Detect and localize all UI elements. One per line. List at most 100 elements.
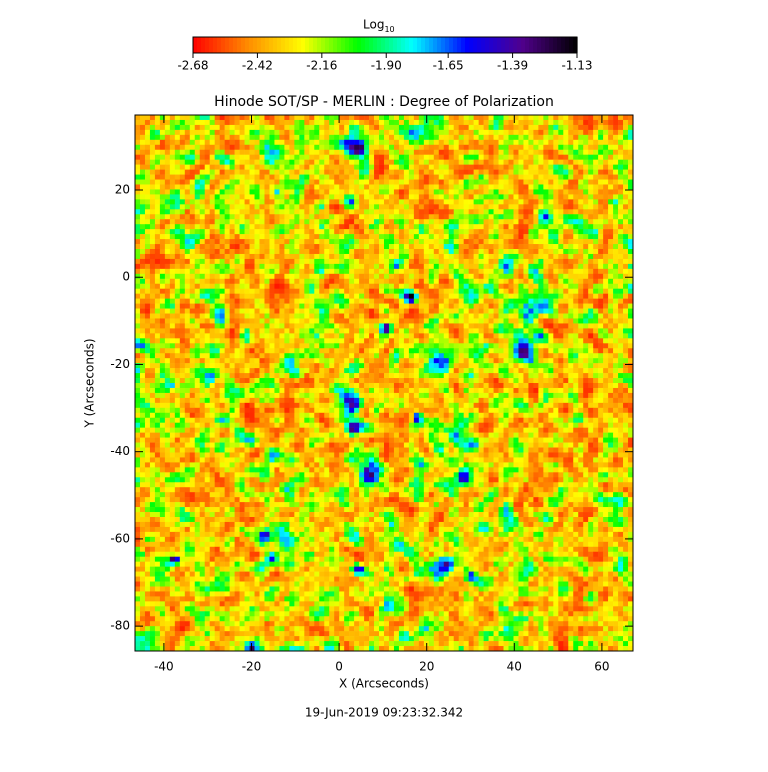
pixel (364, 308, 370, 314)
pixel (393, 283, 400, 289)
pixel (528, 224, 534, 230)
pixel (453, 219, 459, 225)
pixel (418, 343, 425, 349)
pixel (518, 154, 524, 160)
pixel (274, 298, 280, 304)
pixel (473, 323, 479, 329)
pixel (573, 124, 579, 131)
pixel (154, 129, 161, 136)
pixel (354, 348, 360, 354)
pixel (403, 278, 410, 285)
pixel (314, 353, 320, 359)
pixel (324, 353, 330, 359)
pixel (413, 303, 420, 309)
pixel (503, 194, 509, 200)
pixel (279, 174, 285, 180)
pixel (428, 164, 435, 170)
pixel (493, 278, 499, 285)
pixel (393, 338, 400, 344)
pixel (543, 234, 549, 240)
pixel (578, 293, 584, 299)
pixel (418, 303, 425, 309)
pixel (613, 308, 619, 314)
pixel (249, 308, 255, 314)
pixel (503, 164, 509, 170)
pixel (269, 209, 275, 215)
pixel (364, 283, 370, 289)
pixel (563, 239, 569, 245)
pixel (244, 303, 250, 309)
pixel (269, 139, 275, 146)
pixel (513, 149, 519, 155)
pixel (174, 323, 181, 329)
pixel (384, 353, 390, 359)
pixel (284, 234, 290, 240)
pixel (453, 263, 459, 270)
pixel (478, 273, 484, 280)
pixel (339, 214, 345, 220)
pixel (478, 179, 484, 185)
pixel (508, 313, 514, 319)
pixel (528, 253, 534, 260)
pixel (314, 313, 320, 319)
pixel (364, 273, 370, 280)
pixel (578, 224, 584, 230)
pixel (204, 338, 210, 344)
pixel (234, 214, 240, 220)
pixel (159, 343, 166, 349)
pixel (249, 149, 255, 155)
pixel (388, 239, 395, 245)
pixel (453, 119, 459, 126)
pixel (583, 253, 589, 260)
pixel (239, 134, 245, 141)
pixel (154, 115, 161, 121)
pixel (398, 214, 405, 220)
pixel (324, 318, 330, 324)
pixel (418, 283, 425, 289)
pixel (154, 194, 161, 200)
pixel (543, 249, 549, 255)
pixel (174, 249, 181, 255)
pixel (314, 174, 320, 180)
pixel (234, 194, 240, 200)
pixel (359, 308, 365, 314)
pixel (224, 338, 230, 344)
pixel (264, 119, 270, 126)
pixel (194, 154, 201, 160)
pixel (473, 209, 479, 215)
pixel (214, 199, 220, 205)
pixel (369, 115, 375, 121)
pixel (239, 244, 245, 250)
pixel (598, 239, 604, 245)
pixel (234, 209, 240, 215)
pixel (184, 179, 191, 185)
pixel (354, 174, 360, 180)
pixel (613, 154, 619, 160)
pixel (199, 234, 206, 240)
pixel (408, 343, 415, 349)
pixel (274, 219, 280, 225)
pixel (528, 115, 534, 121)
pixel (309, 144, 315, 151)
pixel (623, 343, 629, 349)
pixel (359, 268, 365, 275)
pixel (438, 258, 445, 265)
pixel (518, 194, 524, 200)
pixel (503, 144, 509, 151)
pixel (364, 298, 370, 304)
pixel (568, 353, 574, 359)
pixel (623, 308, 629, 314)
pixel (279, 119, 285, 126)
pixel (588, 224, 594, 230)
pixel (234, 313, 240, 319)
pixel (433, 115, 440, 121)
pixel (169, 129, 176, 136)
pixel (199, 283, 206, 289)
pixel (234, 298, 240, 304)
pixel (174, 144, 181, 151)
pixel (393, 313, 400, 319)
pixel (149, 134, 156, 141)
pixel (139, 298, 146, 304)
pixel (184, 323, 191, 329)
pixel (319, 249, 325, 255)
